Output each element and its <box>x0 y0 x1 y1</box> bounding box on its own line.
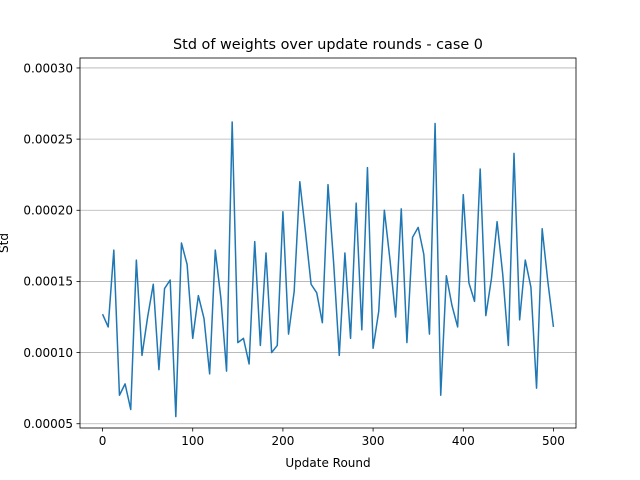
x-tick-label: 200 <box>271 434 294 448</box>
x-tick-label: 400 <box>452 434 475 448</box>
x-axis-label: Update Round <box>285 456 370 470</box>
series-line <box>101 121 555 418</box>
y-tick-label: 0.00015 <box>23 275 73 289</box>
chart-title: Std of weights over update rounds - case… <box>173 37 483 53</box>
plot-frame <box>79 57 577 429</box>
x-tick-label: 500 <box>542 434 565 448</box>
y-tick-label: 0.00030 <box>23 61 73 75</box>
x-axis: 0 100 200 300 400 500 <box>99 428 565 448</box>
x-tick-label: 300 <box>362 434 385 448</box>
y-tick-label: 0.00005 <box>23 417 73 431</box>
x-tick-label: 100 <box>181 434 204 448</box>
x-tick-label: 0 <box>99 434 107 448</box>
y-tick-label: 0.00025 <box>23 132 73 146</box>
y-tick-label: 0.00010 <box>23 346 73 360</box>
grid-lines <box>80 67 576 425</box>
y-tick-label: 0.00020 <box>23 204 73 218</box>
y-axis: 0.00005 0.00010 0.00015 0.00020 0.00025 0.000… <box>23 61 80 431</box>
y-axis-label: Std <box>0 233 11 253</box>
